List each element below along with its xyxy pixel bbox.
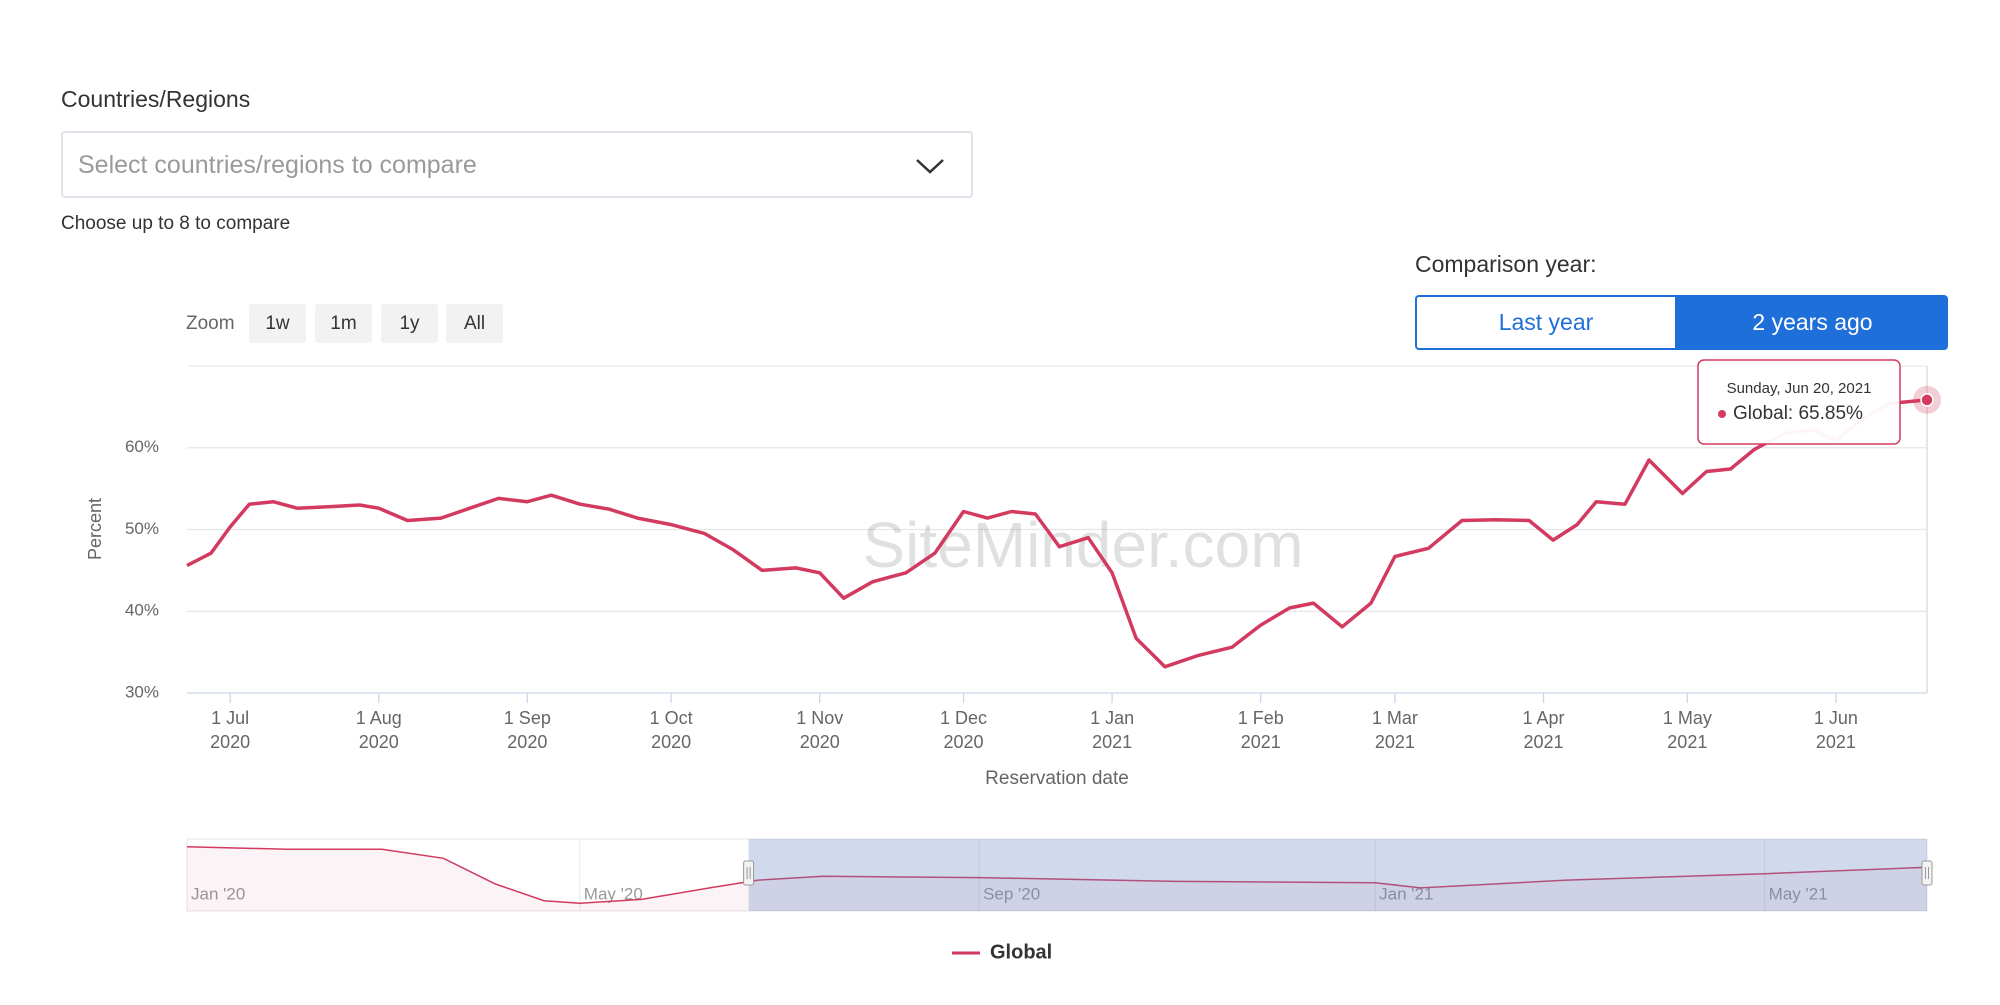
navigator-handle[interactable] xyxy=(743,860,755,886)
navigator-area xyxy=(187,846,1927,911)
x-tick-label: 1 Aug 2020 xyxy=(355,708,402,752)
navigator-handle[interactable] xyxy=(1921,860,1933,886)
tooltip-box xyxy=(1697,359,1901,445)
last-year-button[interactable]: Last year xyxy=(1415,295,1677,350)
countries-label: Countries/Regions xyxy=(61,86,251,112)
chevron-icon xyxy=(916,159,944,174)
country-select[interactable]: Select countries/regions to compare xyxy=(61,131,973,198)
y-axis-title: Percent xyxy=(85,498,105,560)
handle-body xyxy=(743,860,755,886)
x-tick-label: 1 Dec 2020 xyxy=(940,708,988,752)
x-tick-label: 1 Sep 2020 xyxy=(503,708,551,752)
data-line xyxy=(186,398,1928,669)
select-placeholder: Select countries/regions to compare xyxy=(78,151,477,179)
tooltip-date: Sunday, Jun 20, 2021 xyxy=(1727,380,1872,397)
zoom-button[interactable]: All xyxy=(446,304,503,343)
tooltip-bullet xyxy=(1718,410,1726,418)
y-tick-label: 60% xyxy=(125,437,159,456)
y-tick-label: 40% xyxy=(125,601,159,620)
zoom-label: Zoom xyxy=(186,313,235,334)
select-hint: Choose up to 8 to compare xyxy=(61,213,291,234)
x-tick-label: 1 Nov 2020 xyxy=(796,708,844,752)
x-tick-label: 1 Oct 2020 xyxy=(649,708,693,752)
comparison-label: Comparison year: xyxy=(1415,251,1597,277)
hover-point xyxy=(1920,393,1934,407)
x-axis-title: Reservation date xyxy=(985,768,1129,789)
watermark: SiteMinder.com xyxy=(862,509,1303,581)
tooltip-text: Global: 65.85% xyxy=(1733,403,1863,424)
x-tick-label: 1 Apr 2021 xyxy=(1522,708,1565,752)
x-tick-label: 1 Jan 2021 xyxy=(1090,708,1135,752)
x-tick-label: 1 Jul 2020 xyxy=(210,708,251,752)
navigator-tick-label: Sep '20 xyxy=(983,884,1040,903)
x-tick-label: 1 Jun 2021 xyxy=(1813,708,1858,752)
navigator-tick-label: May '20 xyxy=(584,884,643,903)
x-tick-label: 1 Feb 2021 xyxy=(1237,708,1284,752)
navigator-selection xyxy=(748,839,1927,911)
zoom-button[interactable]: 1y xyxy=(381,304,438,343)
navigator-tick-label: Jan '20 xyxy=(191,884,245,903)
legend-label: Global xyxy=(990,941,1052,963)
navigator-line xyxy=(186,845,1928,905)
navigator-tick-label: Jan '21 xyxy=(1379,884,1433,903)
handle-body xyxy=(1921,860,1933,886)
y-tick-label: 50% xyxy=(125,519,159,538)
x-tick-label: 1 May 2021 xyxy=(1662,708,1712,752)
y-tick-label: 30% xyxy=(125,682,159,701)
navigator-tick-label: May '21 xyxy=(1769,884,1828,903)
zoom-button[interactable]: 1m xyxy=(315,304,372,343)
x-tick-label: 1 Mar 2021 xyxy=(1371,708,1418,752)
zoom-button[interactable]: 1w xyxy=(249,304,306,343)
two-years-button[interactable]: 2 years ago xyxy=(1677,295,1948,350)
